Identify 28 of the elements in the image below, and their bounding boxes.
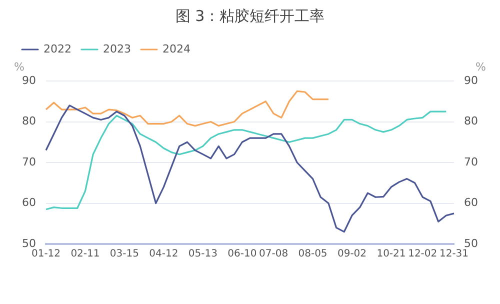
y2-tick-label: 50 (464, 236, 478, 250)
y2-tick-label: 60 (464, 196, 478, 210)
x-tick-label: 07-08 (259, 248, 288, 260)
y2-axis-title: % (476, 60, 486, 74)
legend-label: 2023 (102, 42, 131, 56)
y-tick-label: 50 (22, 236, 36, 250)
legend-label: 2022 (44, 42, 72, 56)
legend-label: 2024 (162, 42, 190, 56)
y-tick-label: 80 (22, 114, 36, 128)
x-tick-label: 04-12 (149, 248, 178, 260)
x-tick-label: 05-13 (188, 248, 218, 260)
x-tick-label: 10-21 (376, 248, 406, 260)
chart-title: 图 3：粘胶短纤开工率 (175, 6, 325, 25)
y2-tick-label: 80 (464, 114, 478, 128)
x-tick-label: 03-15 (110, 248, 139, 260)
y-tick-label: 60 (22, 196, 36, 210)
y2-tick-label: 70 (464, 155, 478, 168)
x-tick-label: 06-10 (228, 248, 257, 260)
x-tick-label: 02-11 (70, 248, 100, 260)
y-axis-title: % (14, 60, 24, 74)
x-tick-label: 12-02 (408, 248, 438, 260)
x-tick-label: 08-05 (298, 248, 328, 260)
y-tick-label: 90 (22, 74, 36, 87)
x-tick-label: 01-12 (31, 248, 61, 260)
y-tick-label: 70 (22, 155, 36, 168)
x-tick-label: 12-31 (439, 248, 469, 260)
y2-tick-label: 90 (464, 74, 478, 87)
x-tick-label: 09-02 (337, 248, 367, 260)
